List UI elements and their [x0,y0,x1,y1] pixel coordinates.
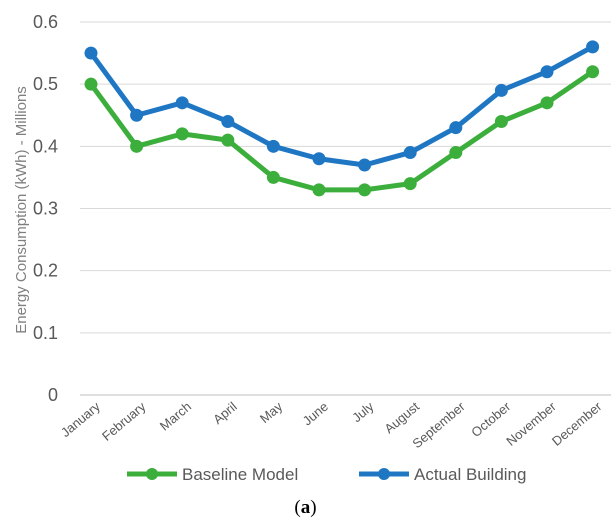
x-tick-label: January [58,398,103,440]
x-tick-label: July [349,398,377,425]
series-actual-building [84,40,600,172]
x-tick-label: April [210,399,240,427]
caption-label: a [300,497,311,518]
x-tick-label: June [300,399,331,429]
data-point [175,127,189,141]
line-chart: 0 0.1 0.2 0.3 0.4 0.5 0.6 Energy Consumption (… [13,12,611,484]
y-axis-label: Energy Consumption (kWh) - Millions [13,86,30,334]
y-tick-label: 0.4 [33,136,58,156]
data-point [494,114,508,128]
series-baseline-model [84,65,600,197]
y-tick-label: 0.1 [33,323,58,343]
legend: Baseline Model Actual Building [127,465,526,484]
series-line [88,44,596,168]
data-point [84,77,98,91]
data-point [266,139,280,153]
data-point [130,108,144,122]
y-tick-label: 0.2 [33,261,58,281]
data-point [221,133,235,147]
y-tick-label: 0.3 [33,199,58,219]
series-line [88,69,596,193]
x-tick-label: March [157,399,194,434]
x-tick-label: August [381,399,422,437]
y-axis-ticks: 0 0.1 0.2 0.3 0.4 0.5 0.6 [33,12,58,405]
data-point [175,96,189,110]
x-tick-label: February [99,398,149,443]
data-point [540,96,554,110]
data-point [540,65,554,79]
y-tick-label: 0.6 [33,12,58,32]
data-point [130,139,144,153]
data-point [312,183,326,197]
legend-marker-actual [378,468,390,480]
series-group [84,40,600,197]
caption-close: ) [310,497,317,518]
caption-open: ( [294,497,301,518]
legend-marker-baseline [146,468,158,480]
data-point [84,46,98,60]
legend-label-actual: Actual Building [414,465,526,484]
data-point [358,183,372,197]
y-tick-label: 0 [48,385,58,405]
gridlines [80,21,611,396]
figure-caption: (a) [0,497,611,519]
data-point [358,158,372,172]
data-point [221,114,235,128]
data-point [403,146,417,160]
data-point [586,40,600,54]
data-point [449,146,463,160]
data-point [449,121,463,135]
data-point [312,152,326,166]
x-tick-label: December [549,398,605,448]
data-point [403,177,417,191]
data-point [266,170,280,184]
legend-label-baseline: Baseline Model [182,465,298,484]
x-tick-label: May [257,398,286,426]
data-point [494,83,508,97]
y-tick-label: 0.5 [33,74,58,94]
data-point [586,65,600,79]
